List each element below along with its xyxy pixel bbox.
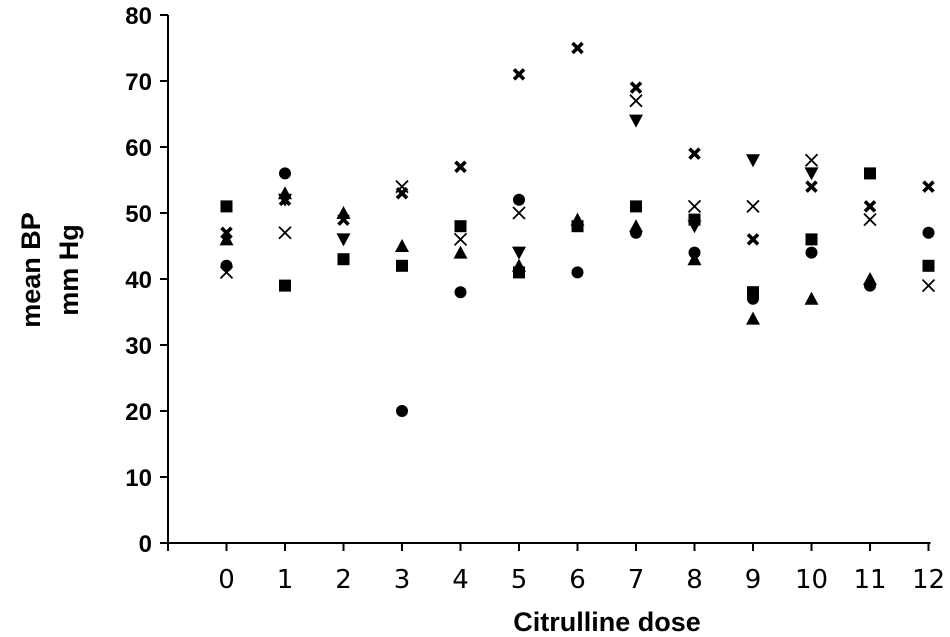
x-tick-label: 2 [335,565,352,595]
data-point-triangle-down [336,233,351,247]
data-point-thin-x [921,278,936,293]
data-point-square [864,167,876,180]
x-tick-label: 5 [511,565,528,595]
x-axis: 0 1 2 3 4 5 6 7 8 9 10 11 12 [167,542,945,595]
data-point-circle [220,259,233,272]
data-point-thin-x [219,265,234,280]
data-point-circle [396,405,408,417]
data-point-triangle-down [804,167,819,181]
data-point-square [220,200,233,213]
data-point-bold-x [863,200,877,213]
data-point-square [630,200,642,213]
data-point-square [922,259,935,272]
axis-titles: Citrulline dose mean BP mm Hg [16,212,701,637]
data-point-bold-x [571,41,584,55]
y-tick-label: 80 [125,3,152,30]
plot-area [219,41,936,417]
data-point-thin-x [629,94,643,108]
data-point-thin-x [512,206,526,220]
x-tick-label: 11 [853,565,886,595]
data-point-circle [279,167,291,180]
data-point-triangle-down [629,114,643,128]
data-point-bold-x [278,193,292,207]
x-tick-label: 4 [452,565,469,595]
data-point-thin-x [278,226,292,240]
y-tick-label: 0 [139,531,152,558]
y-axis-title-line: mean BP [16,212,46,328]
data-point-triangle [746,311,760,325]
y-tick-label: 70 [125,69,152,96]
y-tick-label: 30 [125,333,152,360]
data-point-triangle [219,232,234,246]
y-tick-label: 10 [125,465,152,492]
data-point-square [747,286,759,299]
data-point-triangle-down [512,246,526,260]
data-point-triangle [512,258,526,272]
x-tick-label: 1 [277,565,294,595]
data-point-circle [922,226,935,239]
y-tick-label: 50 [125,201,152,228]
x-tick-label: 12 [912,565,945,595]
x-axis-title: Citrulline dose [513,607,701,637]
data-point-thin-x [453,232,468,247]
data-point-circle [454,286,467,299]
data-point-thin-x [804,153,819,167]
data-point-square [454,220,467,233]
data-point-bold-x [746,233,760,246]
data-point-circle [805,246,818,259]
data-point-triangle-down [687,220,702,234]
data-point-triangle [804,291,819,305]
x-tick-label: 9 [745,565,762,595]
y-axis-title: mean BP mm Hg [16,212,84,328]
data-point-bold-x [922,180,935,193]
data-point-bold-x [512,68,526,81]
x-tick-label: 3 [394,565,411,595]
data-point-bold-x [805,180,818,193]
data-point-bold-x [220,226,233,240]
y-axis-title-line: mm Hg [54,224,84,316]
y-tick-label: 20 [125,399,152,426]
data-point-bold-x [337,213,350,226]
data-point-thin-x [863,212,877,227]
data-point-triangle [687,252,702,266]
y-tick-label: 40 [125,267,152,294]
data-point-square [279,279,291,292]
data-point-triangle [453,245,468,259]
data-point-triangle [863,272,877,285]
y-tick-label: 60 [125,135,152,162]
data-point-thin-x [687,199,702,214]
data-point-square [805,233,818,246]
x-tick-label: 10 [795,565,828,595]
data-point-triangle-down [746,154,760,168]
y-axis: 0 10 20 30 40 50 60 70 80 [125,3,169,558]
data-point-bold-x [688,147,701,160]
data-point-square [396,259,408,272]
data-point-circle [513,193,525,206]
x-tick-label: 8 [686,565,703,595]
data-point-bold-x [454,160,467,174]
data-point-triangle [570,212,585,226]
x-tick-label: 6 [569,565,586,595]
data-point-bold-x [629,81,643,94]
data-point-thin-x [746,199,760,214]
data-point-triangle [629,219,643,233]
data-point-circle [571,266,584,279]
data-point-bold-x [395,186,409,200]
data-point-square [337,253,350,266]
x-tick-label: 7 [628,565,645,595]
data-point-triangle [395,239,409,252]
x-tick-label: 0 [218,565,235,595]
